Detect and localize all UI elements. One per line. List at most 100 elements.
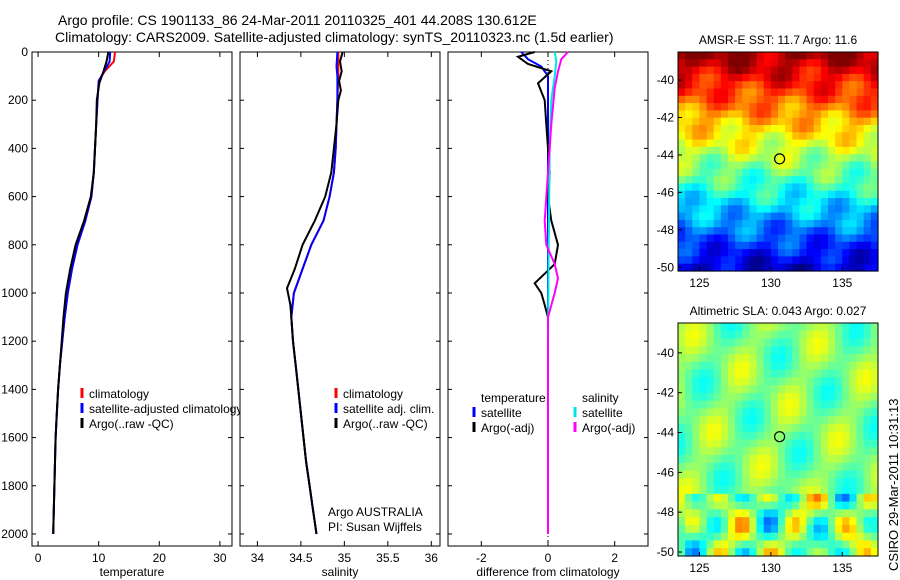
- map-cell: [742, 377, 751, 386]
- map-cell: [728, 88, 736, 97]
- map-cell: [685, 81, 693, 90]
- map-cell: [813, 146, 822, 155]
- map-cell: [720, 256, 729, 265]
- map-cell: [863, 132, 872, 141]
- legend-label: Argo(..raw -QC): [89, 417, 174, 431]
- map-cell: [856, 330, 865, 340]
- map-cell: [835, 117, 843, 126]
- map-cell: [828, 88, 836, 97]
- map-cell: [828, 439, 836, 448]
- map-cell: [792, 81, 801, 90]
- map-cell: [785, 176, 793, 184]
- map-cell: [692, 548, 701, 557]
- map-cell: [728, 408, 736, 417]
- map-cell: [863, 548, 872, 557]
- map-cell: [820, 198, 829, 206]
- map-cell: [806, 110, 815, 119]
- map-cell: [763, 330, 772, 340]
- map-cell: [713, 263, 722, 272]
- map-cell: [699, 330, 708, 340]
- map-cell: [749, 263, 758, 272]
- map-cell: [692, 501, 701, 510]
- map-cell: [799, 176, 808, 184]
- map-cell: [870, 330, 879, 340]
- map-cell: [828, 486, 836, 495]
- map-cell: [835, 354, 843, 363]
- map-cell: [706, 176, 715, 184]
- map-cell: [763, 369, 772, 378]
- map-cell: [685, 524, 693, 534]
- map-cell: [799, 95, 808, 104]
- map-cell: [792, 532, 801, 542]
- map-cell: [735, 423, 743, 433]
- map-cell: [699, 431, 708, 441]
- map-cell: [735, 361, 743, 371]
- map-cell: [835, 548, 843, 557]
- plot-frame: [31, 51, 233, 547]
- map-cell: [685, 354, 693, 363]
- map-cell: [763, 338, 772, 347]
- map-cell: [863, 361, 872, 371]
- map-cell: [735, 369, 743, 378]
- map-cell: [749, 227, 758, 236]
- map-cell: [856, 462, 865, 472]
- map-cell: [699, 408, 708, 417]
- map-cell: [728, 139, 736, 148]
- map-cell: [863, 369, 872, 378]
- map-cell: [770, 524, 779, 534]
- map-cell: [742, 509, 751, 518]
- map-cell: [799, 249, 808, 257]
- map-cell: [763, 190, 772, 199]
- map-cell: [678, 249, 686, 257]
- map-cell: [835, 81, 843, 90]
- map-cell: [820, 346, 829, 355]
- y-tick-label: 600: [8, 190, 28, 204]
- map-cell: [778, 478, 786, 487]
- map-cell: [706, 400, 715, 410]
- map-cell: [713, 95, 722, 104]
- map-cell: [842, 249, 851, 257]
- legend-label: satellite: [481, 406, 522, 420]
- map-cell: [870, 139, 879, 148]
- map-cell: [799, 154, 808, 163]
- map-cell: [870, 517, 879, 526]
- map-cell: [706, 249, 715, 257]
- map-cell: [742, 241, 751, 250]
- map-cell: [799, 385, 808, 394]
- map-cell: [835, 66, 843, 75]
- map-cell: [835, 346, 843, 355]
- map-cell: [799, 447, 808, 456]
- map-cell: [778, 423, 786, 433]
- map-cell: [792, 190, 801, 199]
- map-cell: [699, 385, 708, 394]
- map-cell: [763, 103, 772, 111]
- map-cell: [856, 234, 865, 243]
- map-cell: [770, 198, 779, 206]
- map-cell: [863, 517, 872, 526]
- map-cell: [799, 400, 808, 410]
- map-cell: [742, 323, 751, 332]
- map-cell: [685, 132, 693, 141]
- map-cell: [849, 400, 858, 410]
- map-cell: [842, 95, 851, 104]
- map-cell: [706, 88, 715, 97]
- map-cell: [692, 161, 701, 170]
- map-cell: [870, 154, 879, 163]
- series-line: [52, 51, 110, 535]
- map-cell: [742, 330, 751, 340]
- map-cell: [828, 462, 836, 472]
- map-cell: [842, 205, 851, 214]
- map-cell: [692, 52, 701, 60]
- map-cell: [763, 416, 772, 425]
- map-cell: [828, 501, 836, 510]
- map-cell: [742, 524, 751, 534]
- map-cell: [728, 439, 736, 448]
- map-cell: [735, 117, 743, 126]
- map-cell: [785, 168, 793, 177]
- map-cell: [678, 470, 686, 479]
- map-cell: [785, 132, 793, 141]
- map-cell: [842, 263, 851, 272]
- map-cell: [720, 431, 729, 441]
- map-cell: [863, 330, 872, 340]
- map-cell: [870, 234, 879, 243]
